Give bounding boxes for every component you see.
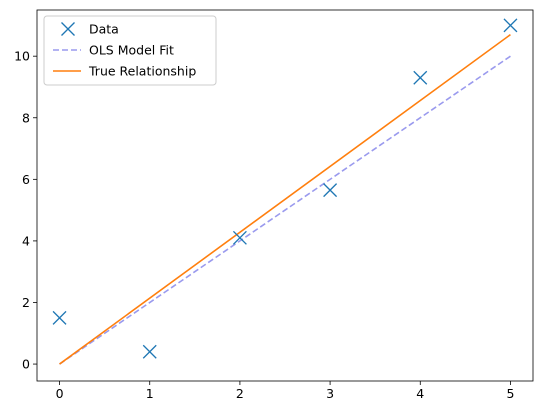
- axes-layer: 0 1 2 3 4 5 0 2 4 6 8 10: [14, 9, 534, 401]
- x-tick-label: 4: [416, 386, 424, 401]
- x-tick-label: 0: [56, 386, 64, 401]
- marker-stroke: [232, 230, 247, 245]
- x-tick-label: 2: [236, 386, 244, 401]
- y-tick-label: 10: [14, 49, 30, 64]
- legend-label: True Relationship: [88, 64, 196, 79]
- marker-stroke: [142, 344, 157, 359]
- data-point: [323, 183, 338, 198]
- data-point: [232, 230, 247, 245]
- legend: Data OLS Model Fit True Relationship: [43, 15, 217, 86]
- axes-frame: [36, 9, 534, 382]
- marker-stroke: [503, 18, 518, 33]
- marker-stroke: [61, 22, 75, 36]
- legend-entry: True Relationship: [53, 64, 196, 79]
- data-point: [503, 18, 518, 33]
- legend-entry: Data: [61, 22, 119, 37]
- data-point: [52, 310, 67, 325]
- x-tick-label: 3: [326, 386, 334, 401]
- data-point: [142, 344, 157, 359]
- y-tick-label: 6: [22, 172, 30, 187]
- series-line-true-relationship: [59, 33, 511, 365]
- y-tick-label: 4: [22, 233, 30, 248]
- marker-stroke: [323, 183, 338, 198]
- y-tick-label: 2: [22, 295, 30, 310]
- legend-entry: OLS Model Fit: [53, 43, 174, 58]
- y-tick-label: 8: [22, 110, 30, 125]
- y-tick-label: 0: [22, 357, 30, 372]
- legend-box: [43, 15, 217, 86]
- series-data-markers: [52, 18, 518, 359]
- x-tick-label: 5: [506, 386, 514, 401]
- marker-stroke: [52, 310, 67, 325]
- x-tick-label: 1: [146, 386, 154, 401]
- data-point: [413, 70, 428, 85]
- legend-label: OLS Model Fit: [89, 43, 174, 58]
- marker-stroke: [413, 70, 428, 85]
- legend-marker-x: [61, 22, 75, 36]
- legend-label: Data: [89, 22, 119, 37]
- series-line-ols-model-fit: [59, 55, 511, 365]
- series-layer: [52, 18, 518, 365]
